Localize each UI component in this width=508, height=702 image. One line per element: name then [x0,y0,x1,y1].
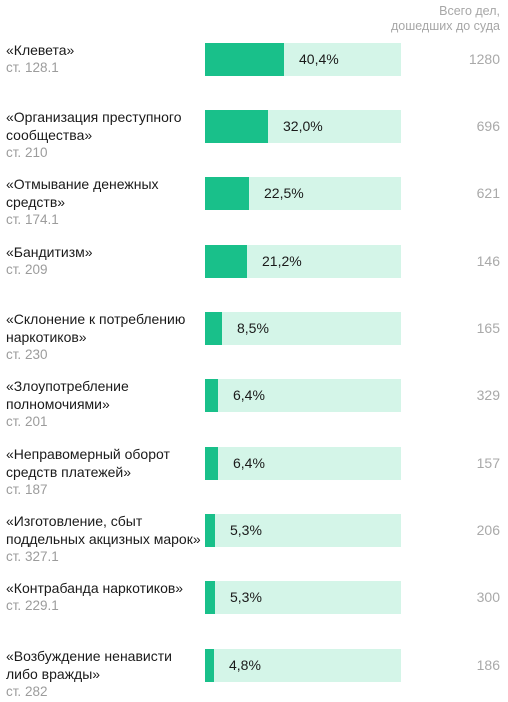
bar-fill [205,312,222,345]
article-number: ст. 210 [6,145,48,160]
article-number: ст. 327.1 [6,549,59,564]
bar-fill [205,110,268,143]
category-name: «Возбуждение ненависти либо вражды» [6,648,172,682]
percent-label: 6,4% [233,455,265,471]
article-number: ст. 229.1 [6,598,59,613]
percent-label: 21,2% [262,253,302,269]
category-name: «Неправомерный оборот средств платежей» [6,446,170,480]
bar-fill [205,177,249,210]
bar-fill [205,514,215,547]
bar-track: 22,5% [205,177,401,210]
bar-fill [205,649,214,682]
article-number: ст. 174.1 [6,212,59,227]
article-number: ст. 128.1 [6,60,59,75]
row-label: «Организация преступного сообщества» ст. … [6,108,201,162]
article-number: ст. 282 [6,684,48,699]
total-cases-value: 157 [476,455,500,471]
total-cases-header: Всего дел, дошедших до суда [391,4,500,34]
row-label: «Возбуждение ненависти либо вражды» ст. 2… [6,647,201,701]
row-label: «Склонение к потреблению наркотиков» ст. … [6,310,201,364]
row-label: «Клевета» ст. 128.1 [6,41,201,77]
percent-label: 22,5% [264,185,304,201]
bar-track: 5,3% [205,514,401,547]
percent-label: 32,0% [283,118,323,134]
category-name: «Организация преступного сообщества» [6,109,182,143]
category-name: «Злоупотребление полномочиями» [6,378,129,412]
article-number: ст. 230 [6,347,48,362]
row-label: «Бандитизм» ст. 209 [6,243,201,279]
total-cases-value: 329 [476,387,500,403]
header-line-1: Всего дел, [439,4,500,18]
bar-fill [205,447,218,480]
row-label: «Злоупотребление полномочиями» ст. 201 [6,377,201,431]
percent-label: 5,3% [230,589,262,605]
bar-track: 8,5% [205,312,401,345]
total-cases-value: 300 [476,589,500,605]
category-name: «Бандитизм» [6,244,93,260]
total-cases-value: 146 [476,253,500,269]
bar-track: 6,4% [205,447,401,480]
total-cases-value: 186 [476,657,500,673]
category-name: «Контрабанда наркотиков» [6,580,184,596]
row-label: «Отмывание денежных средств» ст. 174.1 [6,175,201,229]
total-cases-value: 621 [476,185,500,201]
total-cases-value: 1280 [468,51,500,67]
percent-label: 4,8% [229,657,261,673]
percent-label: 6,4% [233,387,265,403]
bar-track: 32,0% [205,110,401,143]
header-line-2: дошедших до суда [390,19,500,33]
category-name: «Клевета» [6,42,75,58]
bar-track: 6,4% [205,379,401,412]
bar-track: 4,8% [205,649,401,682]
row-label: «Неправомерный оборот средств платежей» с… [6,445,201,499]
total-cases-value: 206 [476,522,500,538]
bar-fill [205,379,218,412]
percent-label: 8,5% [237,320,269,336]
bar-fill [205,43,284,76]
bar-track: 40,4% [205,43,401,76]
total-cases-value: 696 [476,118,500,134]
bar-fill [205,245,247,278]
category-name: «Изготовление, сбыт поддельных акцизных … [6,513,201,547]
bar-track: 21,2% [205,245,401,278]
row-label: «Контрабанда наркотиков» ст. 229.1 [6,579,201,615]
total-cases-value: 165 [476,320,500,336]
bar-fill [205,581,215,614]
category-name: «Отмывание денежных средств» [6,176,159,210]
row-label: «Изготовление, сбыт поддельных акцизных … [6,512,201,566]
article-number: ст. 209 [6,262,48,277]
percent-label: 40,4% [299,51,339,67]
article-number: ст. 187 [6,482,48,497]
bar-track: 5,3% [205,581,401,614]
category-name: «Склонение к потреблению наркотиков» [6,311,186,345]
article-number: ст. 201 [6,414,48,429]
percent-label: 5,3% [230,522,262,538]
